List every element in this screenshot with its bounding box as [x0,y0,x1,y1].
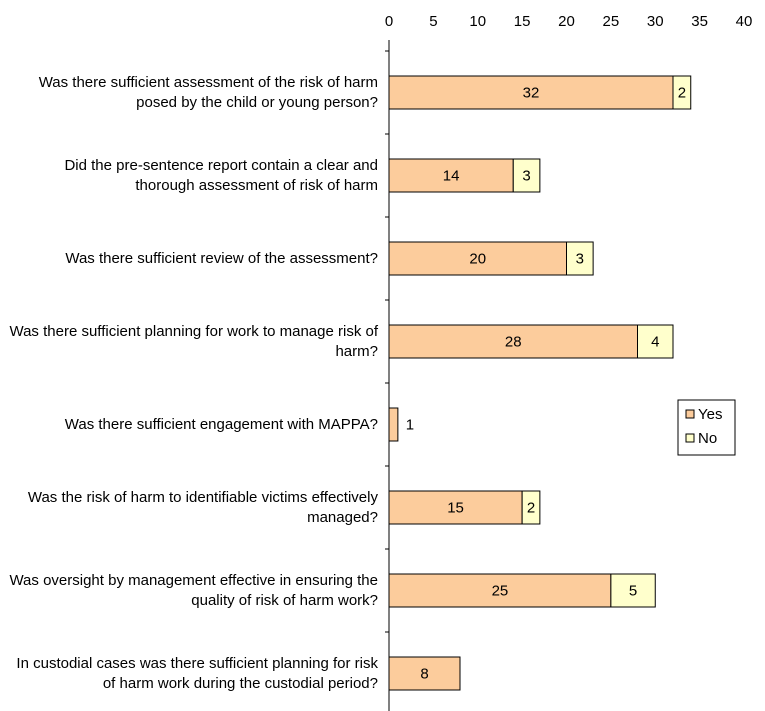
legend-label: No [698,430,717,447]
value-label: 3 [522,167,530,184]
category-label: Was there sufficient engagement with MAP… [64,415,378,433]
x-tick-label: 15 [514,13,531,30]
bar-segment [610,573,656,608]
value-label: 15 [447,499,464,516]
bar-segment [388,573,612,608]
bar-segment [388,407,399,442]
bar-segment [521,490,541,525]
bar-segment [388,656,461,691]
value-label: 4 [651,333,659,350]
bar-segment [637,324,674,359]
legend-label: Yes [698,406,722,423]
x-tick-label: 20 [558,13,575,30]
category-label: Was there sufficient planning for work t… [9,322,378,360]
category-label: Was there sufficient assessment of the r… [38,73,378,111]
category-label: Was the risk of harm to identifiable vic… [27,488,378,526]
category-label: Did the pre-sentence report contain a cl… [64,156,378,194]
bar-segment [672,75,692,110]
value-label: 25 [492,582,509,599]
category-label: Was oversight by management effective in… [9,571,378,609]
x-tick-label: 10 [469,13,486,30]
value-label: 5 [629,582,637,599]
x-tick-label: 0 [385,13,393,30]
value-label: 20 [469,250,486,267]
x-tick-label: 30 [647,13,664,30]
legend-swatch [685,433,695,443]
x-tick-label: 35 [691,13,708,30]
x-tick-label: 25 [603,13,620,30]
value-label: 28 [505,333,522,350]
value-label: 14 [443,167,460,184]
bar-segment [388,158,514,193]
bar-segment [512,158,541,193]
bar-segment [388,75,674,110]
category-label: In custodial cases was there sufficient … [16,654,378,692]
category-label: Was there sufficient review of the asses… [65,249,378,267]
value-label: 2 [678,84,686,101]
x-tick-label: 5 [429,13,437,30]
bar-segment [388,324,638,359]
value-label: 3 [576,250,584,267]
value-label: 2 [527,499,535,516]
value-label: 8 [420,665,428,682]
x-tick-label: 40 [736,13,753,30]
legend-swatch [685,409,695,419]
legend-box [677,399,736,456]
value-label: 1 [406,416,414,433]
bar-segment [566,241,594,276]
value-label: 32 [523,84,540,101]
